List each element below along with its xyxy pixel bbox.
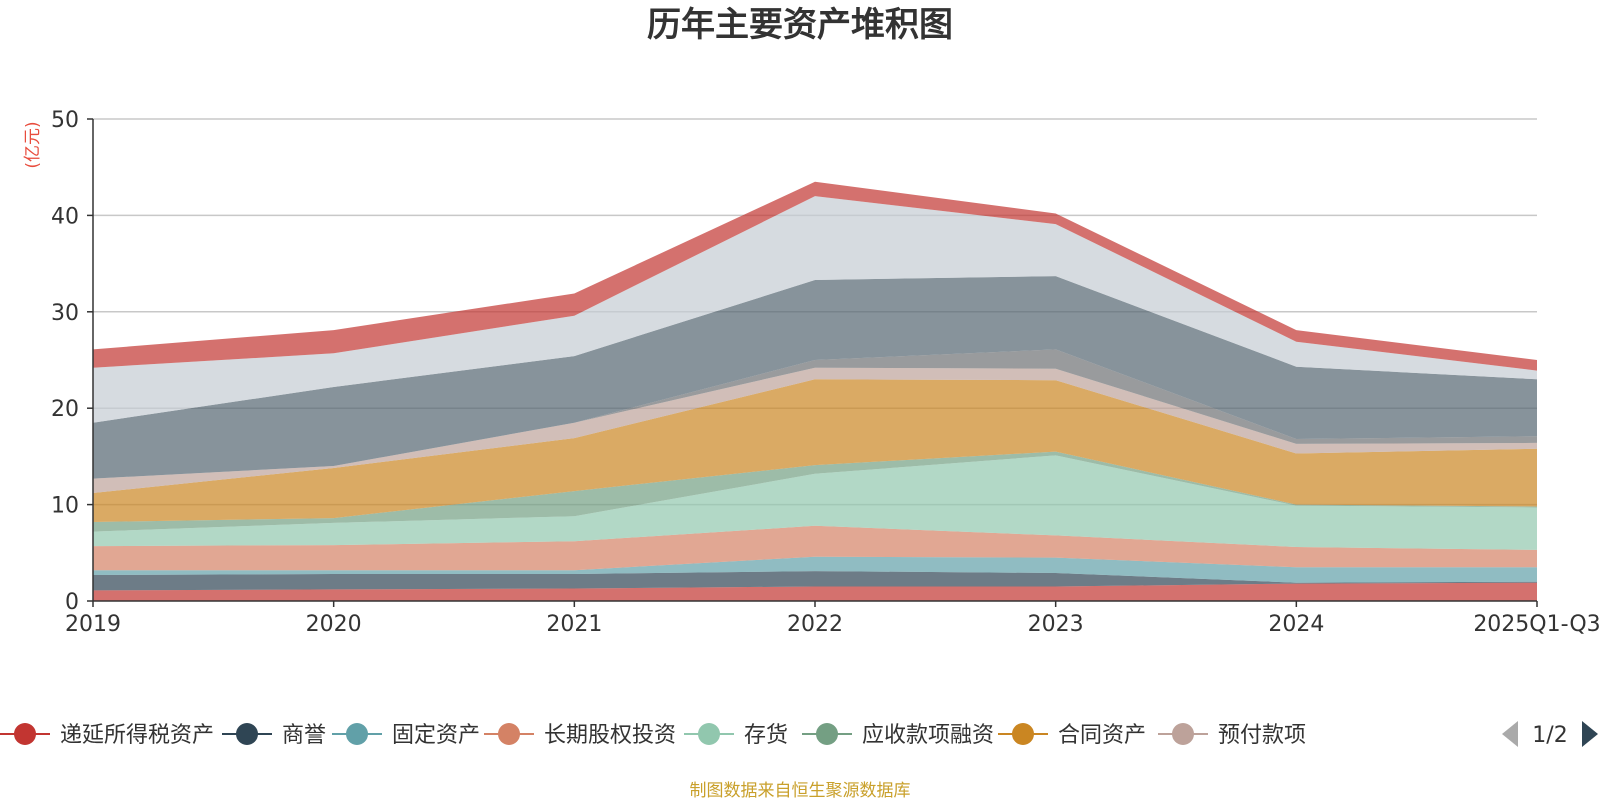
area-series-5[interactable]: [93, 451, 1537, 532]
legend-dot-marker: [346, 723, 368, 745]
area-series-4[interactable]: [93, 455, 1537, 550]
area-series-1[interactable]: [93, 571, 1537, 591]
legend-item-label: 合同资产: [1058, 723, 1146, 748]
area-series-2[interactable]: [93, 556, 1537, 583]
legend-item[interactable]: 固定资产: [332, 723, 480, 748]
legend-item-label: 固定资产: [392, 723, 480, 748]
x-tick-label: 2020: [306, 612, 362, 637]
source-note: 制图数据来自恒生聚源数据库: [690, 781, 911, 800]
legend-item[interactable]: 递延所得税资产: [0, 723, 214, 748]
legend-pager: 1/2: [1502, 721, 1598, 748]
legend-item-label: 递延所得税资产: [60, 723, 214, 748]
x-tick-label: 2019: [65, 612, 121, 637]
legend-item-label: 预付款项: [1218, 723, 1306, 748]
y-tick-label: 10: [51, 494, 79, 519]
x-ticks: 2019 2020 2021 2022 2023 2024 2025Q1-Q3: [65, 601, 1600, 637]
x-tick-label: 2023: [1028, 612, 1084, 637]
x-tick-label: 2021: [546, 612, 602, 637]
legend-dot-marker: [698, 723, 720, 745]
legend-item[interactable]: 应收款项融资: [802, 723, 994, 748]
y-tick-label: 40: [51, 204, 79, 229]
legend-item-label: 应收款项融资: [862, 723, 994, 748]
x-tick-label: 2022: [787, 612, 843, 637]
y-axis-unit: (亿元): [23, 121, 43, 168]
legend-next-arrow-icon[interactable]: [1582, 721, 1598, 747]
area-series-11[interactable]: [93, 181, 1537, 371]
legend-item-label: 长期股权投资: [544, 723, 676, 748]
legend-item-label: 存货: [744, 723, 788, 748]
legend-dot-marker: [816, 723, 838, 745]
y-ticks: 0 10 20 30 40 50: [51, 108, 93, 615]
legend-dot-marker: [14, 723, 36, 745]
y-tick-label: 30: [51, 301, 79, 326]
stacked-areas: [93, 181, 1537, 601]
legend-dot-marker: [236, 723, 258, 745]
legend-prev-arrow-icon[interactable]: [1502, 721, 1518, 747]
area-series-9[interactable]: [93, 276, 1537, 479]
x-tick-label: 2025Q1-Q3: [1473, 612, 1600, 637]
y-tick-label: 20: [51, 397, 79, 422]
legend-item[interactable]: 预付款项: [1158, 723, 1306, 748]
legend-item[interactable]: 合同资产: [998, 723, 1146, 748]
area-series-6[interactable]: [93, 379, 1537, 522]
legend: 递延所得税资产 商誉 固定资产 长期股权投资 存货 应收款项融资 合同资产 预付款项: [0, 723, 1306, 748]
legend-item[interactable]: 商誉: [222, 723, 326, 748]
legend-page-label: 1/2: [1532, 723, 1567, 748]
area-series-7[interactable]: [93, 367, 1537, 493]
legend-dot-marker: [1172, 723, 1194, 745]
legend-item-label: 商誉: [282, 723, 326, 748]
area-series-3[interactable]: [93, 525, 1537, 571]
area-series-0[interactable]: [93, 582, 1537, 601]
y-tick-label: 50: [51, 108, 79, 133]
legend-dot-marker: [498, 723, 520, 745]
legend-item[interactable]: 存货: [684, 723, 788, 748]
legend-item[interactable]: 长期股权投资: [484, 723, 676, 748]
x-tick-label: 2024: [1268, 612, 1324, 637]
legend-dot-marker: [1012, 723, 1034, 745]
area-series-10[interactable]: [93, 196, 1537, 423]
chart-title: 历年主要资产堆积图: [647, 5, 953, 45]
y-tick-label: 0: [65, 590, 79, 615]
